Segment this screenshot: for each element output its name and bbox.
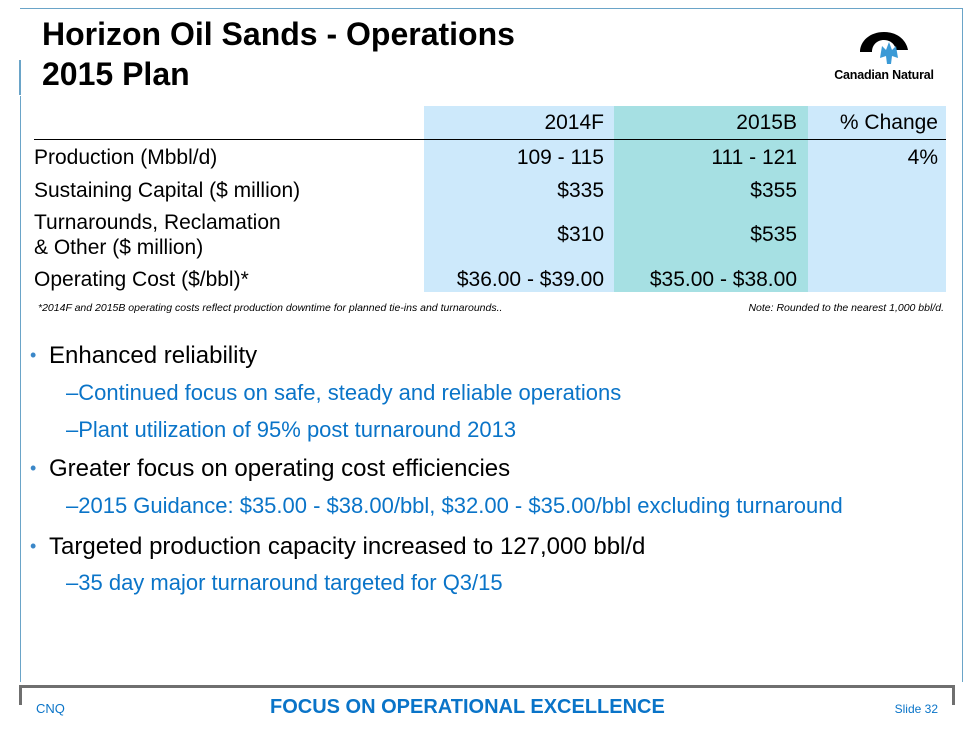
- footer-left-tick: [19, 685, 22, 705]
- footnote-rounding: Note: Rounded to the nearest 1,000 bbl/d…: [748, 302, 944, 314]
- sub-bullet-2015-guidance: –2015 Guidance: $35.00 - $38.00/bbl, $32…: [66, 493, 843, 518]
- frame-right-border: [962, 96, 963, 682]
- bullet-marker: •: [30, 536, 37, 556]
- sub-bullet-plant-utilization: –Plant utilization of 95% post turnaroun…: [66, 417, 517, 442]
- footnote-operating-costs: *2014F and 2015B operating costs reflect…: [38, 302, 503, 314]
- column-2015b-background: [614, 106, 808, 292]
- frame-right-top-border: [962, 8, 963, 96]
- sub-bullet-safe-operations: –Continued focus on safe, steady and rel…: [66, 380, 622, 405]
- sub-bullet-major-turnaround: –35 day major turnaround targeted for Q3…: [66, 570, 503, 595]
- cell-sustaining-2015b: $355: [750, 179, 797, 202]
- bullet-production-capacity: • Targeted production capacity increased …: [30, 533, 646, 560]
- frame-top-border: [20, 8, 963, 9]
- footer-rule: [19, 685, 955, 688]
- canadian-natural-logo: Canadian Natural: [822, 28, 946, 88]
- slide-title: Horizon Oil Sands - Operations 2015 Plan: [42, 14, 515, 94]
- cell-operating-2015b: $35.00 - $38.00: [649, 268, 797, 291]
- bullet-marker: •: [30, 458, 37, 478]
- slide-number: Slide 32: [894, 702, 938, 716]
- frame-left-accent: [19, 60, 21, 95]
- column-header-2015b: 2015B: [736, 111, 797, 134]
- column-header-2014f: 2014F: [544, 111, 604, 134]
- cell-turnarounds-2014f: $310: [557, 223, 604, 246]
- frame-left-border: [20, 96, 21, 682]
- row-label-turnarounds-line1: Turnarounds, Reclamation: [34, 211, 281, 234]
- bullet-operating-cost-efficiencies: • Greater focus on operating cost efficie…: [30, 455, 511, 482]
- cell-operating-2014f: $36.00 - $39.00: [456, 268, 604, 291]
- footer-tagline: FOCUS ON OPERATIONAL EXCELLENCE: [270, 696, 665, 718]
- column-header-change: % Change: [839, 111, 938, 134]
- logo-text: Canadian Natural: [834, 68, 934, 82]
- table-header-rule: [34, 139, 946, 140]
- title-line-1: Horizon Oil Sands - Operations: [42, 16, 515, 52]
- row-label-production: Production (Mbbl/d): [34, 146, 218, 169]
- row-label-operating-cost: Operating Cost ($/bbl)*: [34, 268, 249, 291]
- footer-right-tick: [952, 685, 955, 705]
- column-change-background: [808, 106, 946, 292]
- bullet-enhanced-reliability: • Enhanced reliability: [30, 342, 258, 369]
- cell-production-2015b: 111 - 121: [711, 146, 797, 169]
- cell-turnarounds-2015b: $535: [750, 223, 797, 246]
- row-label-turnarounds-line2: & Other ($ million): [34, 236, 204, 259]
- column-2014f-background: [424, 106, 614, 292]
- maple-leaf-logo-icon: [860, 32, 908, 64]
- title-line-2: 2015 Plan: [42, 56, 190, 92]
- footer-company-ticker: CNQ: [36, 701, 65, 716]
- bullet-marker: •: [30, 345, 37, 365]
- row-label-sustaining-capital: Sustaining Capital ($ million): [34, 179, 301, 202]
- cell-sustaining-2014f: $335: [557, 179, 604, 202]
- cell-production-2014f: 109 - 115: [516, 146, 604, 169]
- cell-production-change: 4%: [907, 146, 938, 169]
